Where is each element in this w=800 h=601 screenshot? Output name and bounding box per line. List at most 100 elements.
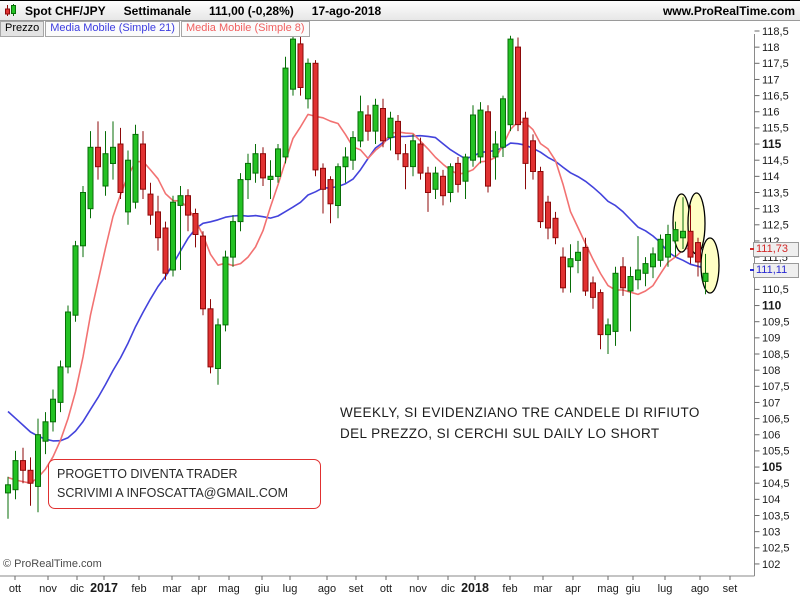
candle-up <box>432 172 439 190</box>
y-axis-label: 105,5 <box>762 446 790 458</box>
candle-up <box>372 104 379 132</box>
candle-down <box>140 143 146 190</box>
x-axis-label: set <box>723 583 738 595</box>
candle-up <box>702 272 709 282</box>
x-axis-label: dic <box>441 583 456 595</box>
candle-down <box>620 266 626 289</box>
candle-up <box>125 159 131 213</box>
y-axis-label: 102 <box>762 559 780 571</box>
candle-down <box>95 146 101 168</box>
candle-up <box>177 195 184 206</box>
candle-up <box>132 133 139 203</box>
y-axis-label: 115 <box>762 137 782 151</box>
candle-down <box>327 179 334 205</box>
promo-line-1: PROGETTO DIVENTA TRADER <box>57 467 238 481</box>
candle-up <box>65 311 71 368</box>
copyright-label: © ProRealTime.com <box>3 558 102 570</box>
ma8-tick-dash <box>750 248 754 250</box>
highlight-ellipse <box>700 237 720 294</box>
instrument-name[interactable]: Spot CHF/JPY <box>25 3 106 18</box>
y-axis-label: 110,5 <box>762 284 789 296</box>
y-axis-label: 108,5 <box>762 349 790 361</box>
candle-down <box>545 201 551 229</box>
candle-down <box>417 143 424 174</box>
candle-up <box>635 269 641 281</box>
x-axis-label: mar <box>163 583 182 595</box>
ma-line-8 <box>7 113 706 485</box>
x-axis-label: apr <box>191 583 207 595</box>
candle-up <box>252 153 259 174</box>
candle-down <box>380 108 386 142</box>
candle-up <box>410 140 416 168</box>
legend-ma21[interactable]: Media Mobile (Simple 21) <box>45 21 180 37</box>
candle-down <box>207 308 214 368</box>
candle-up <box>680 230 686 239</box>
candle-up <box>447 166 454 193</box>
chart-note-text: WEEKLY, SI EVIDENZIANO TRE CANDELE DI RI… <box>340 402 700 444</box>
candle-up <box>245 162 251 181</box>
candle-up <box>57 366 64 403</box>
candle-up <box>215 324 221 369</box>
candle-up <box>672 229 679 242</box>
candle-down <box>560 256 566 289</box>
y-axis-label: 113,5 <box>762 187 789 199</box>
y-axis-label: 117,5 <box>762 58 789 70</box>
candle-down <box>537 171 544 223</box>
candle-down <box>425 172 431 194</box>
candle-down <box>597 292 604 336</box>
candle-down <box>590 282 596 298</box>
candle-down <box>582 246 589 292</box>
last-price-change: 111,00 (-0,28%) <box>209 3 294 18</box>
candle-up <box>12 460 19 491</box>
candle-up <box>282 67 289 158</box>
candle-up <box>612 272 619 332</box>
candle-down <box>395 120 401 155</box>
x-axis-label: ott <box>9 583 21 595</box>
y-axis-label: 115,5 <box>762 123 789 135</box>
x-axis-label: 2017 <box>90 581 118 595</box>
x-axis-label: ago <box>691 583 709 595</box>
y-axis-label: 114 <box>762 171 780 183</box>
legend-price[interactable]: Prezzo <box>0 21 45 37</box>
candle-up <box>650 253 656 268</box>
candle-up <box>305 62 311 100</box>
y-axis-label: 107,5 <box>762 381 790 393</box>
y-axis-label: 106 <box>762 430 780 442</box>
chart-header-bar: Spot CHF/JPY Settimanale 111,00 (-0,28%)… <box>0 1 800 21</box>
candle-up <box>575 251 581 261</box>
ma8-tag-value: 111,73 <box>756 243 789 255</box>
x-axis-label: dic <box>70 583 85 595</box>
ma21-tick-dash <box>750 269 754 271</box>
candle-up <box>275 148 281 177</box>
y-axis-label: 103 <box>762 526 780 538</box>
candle-down <box>192 213 199 235</box>
timeframe-label[interactable]: Settimanale <box>123 3 192 18</box>
x-axis-label: ott <box>380 583 392 595</box>
candle-down <box>687 230 694 258</box>
candle-down <box>365 114 371 132</box>
prorealtime-site-link[interactable]: www.ProRealTime.com <box>662 3 795 18</box>
candle-down <box>320 167 326 190</box>
x-axis-label: lug <box>283 583 298 595</box>
candle-down <box>695 242 701 263</box>
note-line-1: WEEKLY, SI EVIDENZIANO TRE CANDELE DI RI… <box>340 405 700 420</box>
candle-down <box>117 143 124 193</box>
y-axis-label: 106,5 <box>762 413 790 425</box>
x-axis-label: set <box>349 583 364 595</box>
candle-up <box>230 221 236 258</box>
ma-line-21 <box>7 134 706 442</box>
candle-up <box>35 434 41 487</box>
candle-up <box>357 111 364 142</box>
legend-ma8[interactable]: Media Mobile (Simple 8) <box>180 21 310 37</box>
candle-up <box>80 192 86 247</box>
y-axis-label: 113 <box>762 203 780 215</box>
y-axis-label: 103,5 <box>762 510 790 522</box>
candle-down <box>402 153 409 168</box>
ma21-price-tag: 111,11 <box>750 263 799 278</box>
x-axis-label: giu <box>255 583 270 595</box>
y-axis-label: 102,5 <box>762 543 790 555</box>
candle-up <box>342 156 349 168</box>
x-axis-label: ago <box>318 583 336 595</box>
y-axis-label: 104 <box>762 494 780 506</box>
